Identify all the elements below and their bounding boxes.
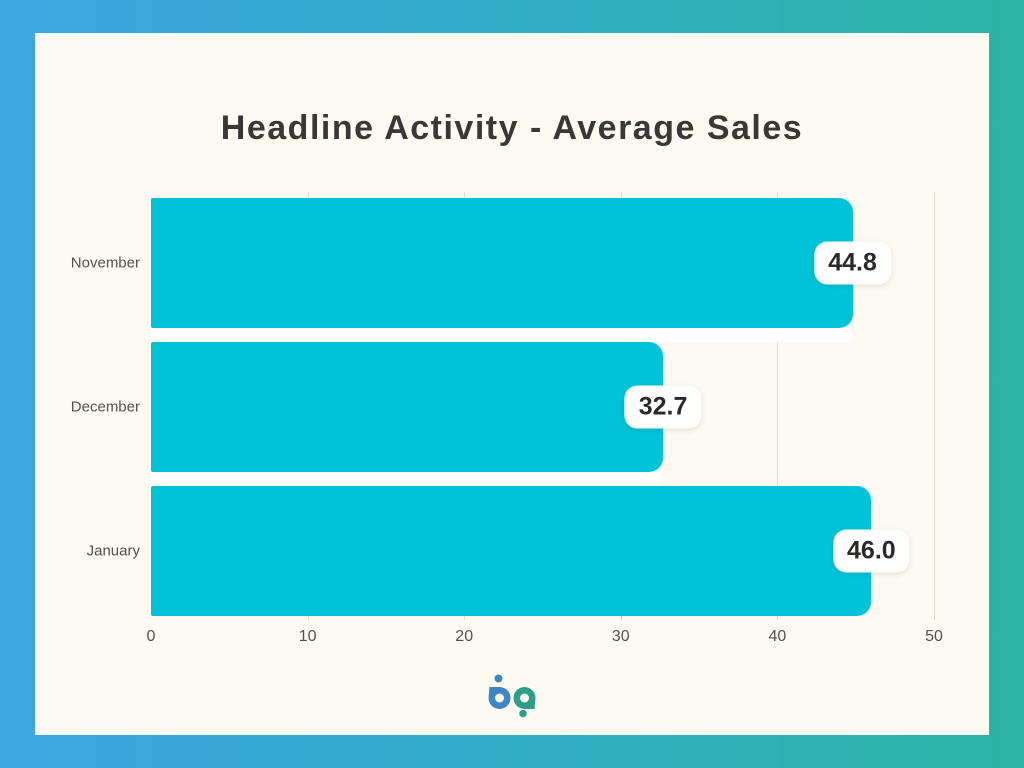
row-gap-strip: [151, 328, 853, 342]
value-badge: 46.0: [833, 529, 910, 573]
row-gap-strip: [151, 472, 664, 486]
gridline-40: [777, 192, 779, 620]
chart-card: Headline Activity - Average Sales Novemb…: [35, 33, 989, 735]
x-tick-label-0: 0: [146, 628, 156, 645]
bp-logo: [488, 674, 536, 718]
bp-logo-teal-dot: [519, 709, 527, 718]
value-badge: 44.8: [814, 241, 891, 285]
bar-row-january: January 46.0: [87, 486, 934, 616]
category-label: November: [70, 254, 140, 272]
gridline-50: [934, 192, 935, 620]
row-gap-strips: [151, 198, 934, 616]
x-tick-label-40: 40: [768, 628, 787, 645]
x-axis-tick-labels: 0 10 20 30 40 50: [147, 628, 943, 648]
bar-row-december: December 32.7: [71, 342, 934, 472]
bar-december: 32.7: [151, 342, 702, 472]
category-label: December: [70, 398, 140, 416]
value-badge: 32.7: [624, 385, 702, 429]
bp-logo-blue-dot: [494, 674, 503, 683]
category-label: January: [86, 542, 140, 560]
x-tick-label-30: 30: [611, 628, 630, 645]
bar-november: 44.8: [151, 198, 891, 328]
x-tick-label-20: 20: [455, 628, 474, 645]
bar-rows: November 44.8 December 32.7 January 46.0: [71, 198, 934, 616]
chart-title: Headline Activity - Average Sales: [220, 109, 804, 147]
x-tick-label-10: 10: [298, 628, 317, 645]
x-tick-label-50: 50: [925, 628, 943, 645]
bp-logo-p-hole: [520, 693, 529, 703]
bar-chart-plot-area: November 44.8 December 32.7 January 46.0 0 10 2…: [71, 192, 943, 645]
bar-row-november: November 44.8: [71, 198, 934, 328]
bp-logo-b-hole: [495, 693, 504, 703]
bar-january: 46.0: [151, 486, 910, 616]
